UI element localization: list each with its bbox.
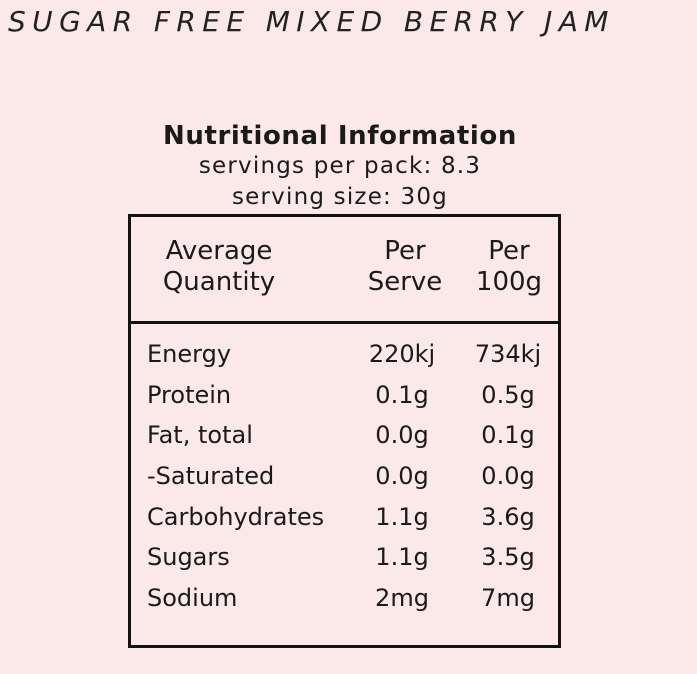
table-row: -Saturated 0.0g 0.0g [131, 456, 558, 497]
header-serve-line1: Per [384, 236, 426, 266]
nutrient-name: Sugars [147, 543, 230, 572]
header-average-quantity: Average Quantity [149, 236, 289, 298]
header-average-line2: Quantity [162, 267, 276, 297]
per-100g-value: 0.5g [481, 380, 535, 409]
servings-per-pack: servings per pack: 8.3 [198, 153, 482, 179]
table-row: Sugars 1.1g 3.5g [131, 537, 558, 578]
table-row: Sodium 2mg 7mg [131, 578, 558, 619]
nutrition-title: Nutritional Information [163, 121, 517, 151]
per-serve-value: 0.0g [375, 462, 429, 491]
per-100g-value: 0.0g [481, 462, 535, 491]
per-100g-value: 7mg [481, 584, 535, 613]
per-serve-value: 1.1g [375, 502, 429, 531]
nutrition-table-body: Energy 220kj 734kj Protein 0.1g 0.5g Fat… [131, 334, 558, 619]
nutrient-name: Fat, total [147, 421, 253, 450]
nutrient-name: Carbohydrates [147, 502, 325, 531]
nutrition-table-header: Average Quantity Per Serve Per 100g [131, 217, 558, 324]
table-row: Fat, total 0.0g 0.1g [131, 415, 558, 456]
table-row: Carbohydrates 1.1g 3.6g [131, 497, 558, 538]
per-serve-value: 0.1g [375, 380, 429, 409]
product-title: SUGAR FREE MIXED BERRY JAM [8, 5, 615, 38]
nutrient-name: Sodium [147, 584, 238, 613]
header-serve-line2: Serve [367, 267, 443, 297]
nutrient-name: Protein [147, 380, 232, 409]
per-serve-value: 1.1g [375, 543, 429, 572]
nutrient-name: Energy [147, 340, 232, 368]
header-100g-line1: Per [488, 236, 530, 266]
serving-size: serving size: 30g [231, 184, 448, 210]
per-100g-value: 734kj [474, 340, 542, 368]
header-per-100g: Per 100g [464, 236, 554, 298]
per-serve-value: 220kj [368, 340, 436, 368]
per-100g-value: 3.6g [481, 502, 535, 531]
header-average-line1: Average [165, 236, 273, 266]
header-100g-line2: 100g [475, 267, 543, 297]
per-100g-value: 3.5g [481, 543, 535, 572]
nutrient-name: -Saturated [147, 462, 275, 491]
per-serve-value: 0.0g [375, 421, 429, 450]
per-serve-value: 2mg [375, 584, 429, 613]
header-per-serve: Per Serve [360, 236, 450, 298]
per-100g-value: 0.1g [481, 421, 535, 450]
table-row: Protein 0.1g 0.5g [131, 375, 558, 416]
table-row: Energy 220kj 734kj [131, 334, 558, 375]
nutrition-panel: Average Quantity Per Serve Per 100g Ener… [128, 214, 561, 648]
